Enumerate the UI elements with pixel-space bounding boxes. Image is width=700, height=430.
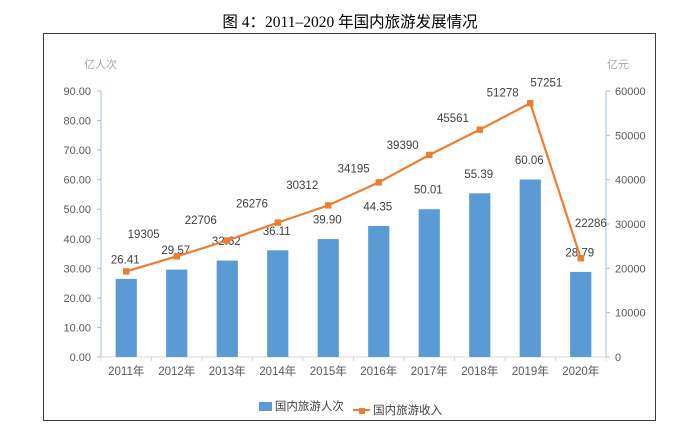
- svg-text:0: 0: [615, 352, 621, 364]
- svg-text:30312: 30312: [286, 180, 318, 192]
- svg-text:22286: 22286: [575, 218, 607, 230]
- svg-text:2014年: 2014年: [259, 364, 296, 378]
- svg-text:50.00: 50.00: [63, 204, 91, 216]
- svg-text:2020年: 2020年: [562, 364, 599, 378]
- svg-text:60000: 60000: [615, 86, 646, 98]
- svg-text:39390: 39390: [387, 140, 419, 152]
- svg-text:34195: 34195: [338, 163, 370, 175]
- svg-text:10.00: 10.00: [63, 322, 91, 334]
- svg-text:30000: 30000: [615, 219, 646, 231]
- svg-text:90.00: 90.00: [63, 86, 91, 98]
- svg-text:2013年: 2013年: [209, 364, 246, 378]
- svg-text:40000: 40000: [615, 175, 646, 187]
- svg-text:26.41: 26.41: [111, 254, 140, 266]
- svg-text:20.00: 20.00: [63, 293, 91, 305]
- svg-text:2018年: 2018年: [461, 364, 498, 378]
- svg-text:2016年: 2016年: [360, 364, 397, 378]
- svg-text:20000: 20000: [615, 263, 646, 275]
- svg-text:30.00: 30.00: [63, 263, 91, 275]
- svg-text:60.00: 60.00: [63, 175, 91, 187]
- svg-text:2015年: 2015年: [310, 364, 347, 378]
- svg-text:2012年: 2012年: [158, 364, 195, 378]
- svg-text:39.90: 39.90: [313, 215, 342, 227]
- svg-text:19305: 19305: [128, 229, 160, 241]
- svg-text:10000: 10000: [615, 308, 646, 320]
- svg-text:2019年: 2019年: [512, 364, 549, 378]
- svg-text:40.00: 40.00: [63, 234, 91, 246]
- svg-text:51278: 51278: [487, 88, 519, 100]
- svg-text:57251: 57251: [530, 77, 562, 89]
- svg-text:2011年: 2011年: [108, 364, 144, 378]
- svg-text:22706: 22706: [185, 215, 217, 227]
- svg-text:44.35: 44.35: [363, 201, 392, 213]
- svg-text:80.00: 80.00: [63, 116, 91, 128]
- svg-text:2017年: 2017年: [411, 364, 448, 378]
- svg-text:26276: 26276: [236, 199, 268, 211]
- svg-text:0.00: 0.00: [70, 352, 91, 364]
- svg-text:50.01: 50.01: [414, 185, 443, 197]
- svg-text:60.06: 60.06: [515, 155, 544, 167]
- svg-text:50000: 50000: [615, 130, 646, 142]
- svg-text:55.39: 55.39: [464, 169, 493, 181]
- svg-text:70.00: 70.00: [63, 145, 91, 157]
- svg-text:45561: 45561: [437, 113, 469, 125]
